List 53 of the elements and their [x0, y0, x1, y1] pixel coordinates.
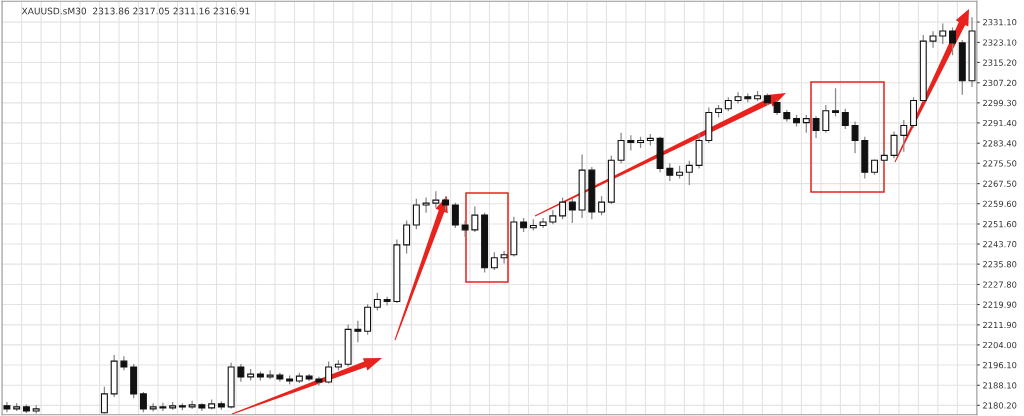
candlestick — [841, 108, 849, 130]
candlestick — [568, 198, 576, 224]
candlestick — [949, 26, 957, 56]
candlestick — [412, 198, 420, 230]
y-tick-label: 2307.20 — [983, 79, 1017, 87]
y-tick-label: 2219.90 — [983, 301, 1017, 308]
y-tick-label: 2180.20 — [983, 402, 1017, 409]
candlestick — [266, 369, 274, 380]
candlestick — [403, 219, 411, 255]
y-tick-label: 2204.00 — [983, 341, 1017, 349]
y-tick-label: 2243.70 — [983, 241, 1017, 248]
y-tick-label: 2211.90 — [983, 321, 1017, 329]
y-tick-label: 2235.80 — [983, 261, 1017, 268]
candlestick — [617, 132, 625, 164]
candlestick — [559, 196, 567, 220]
candlestick — [432, 190, 440, 209]
candlestick — [929, 30, 937, 49]
candlestick — [890, 130, 898, 159]
y-tick-label: 2227.80 — [983, 281, 1017, 288]
candlestick — [100, 386, 108, 415]
y-tick-label: 2283.40 — [983, 140, 1017, 147]
candlestick — [139, 391, 147, 413]
candlestick — [939, 22, 947, 45]
candlestick — [812, 115, 820, 139]
candlestick — [325, 360, 333, 385]
y-tick-label: 2196.10 — [983, 361, 1017, 369]
candlestick — [383, 296, 391, 307]
candlestick — [832, 87, 840, 117]
candlestick — [685, 160, 693, 186]
y-tick-label: 2267.50 — [983, 180, 1017, 187]
candlestick — [734, 91, 742, 105]
candlestick — [451, 202, 459, 229]
candlestick — [598, 195, 606, 216]
candlestick — [471, 205, 479, 233]
candlestick — [851, 120, 859, 154]
candlestick — [159, 402, 167, 412]
y-tick-label: 2331.10 — [983, 19, 1017, 26]
candlestick — [822, 104, 830, 134]
y-tick-label: 2323.10 — [983, 39, 1017, 46]
y-tick-label: 2259.60 — [983, 200, 1017, 207]
text: XAUUSD.sM30 2313.86 2317.05 2311.16 2316.91 — [21, 7, 250, 15]
y-tick-label: 2315.20 — [983, 59, 1017, 66]
y-tick-label: 2275.50 — [983, 160, 1017, 167]
candlestick — [900, 119, 908, 153]
candlestick — [422, 196, 430, 214]
y-tick-label: 2299.30 — [983, 99, 1017, 107]
candlestick — [364, 303, 372, 336]
y-tick-label: 2188.10 — [983, 382, 1017, 389]
y-tick-label: 2291.40 — [983, 119, 1017, 127]
y-tick-label: 2251.60 — [983, 220, 1017, 228]
candlestick — [461, 219, 469, 238]
candlestick — [500, 250, 508, 265]
candlestick — [354, 320, 362, 343]
